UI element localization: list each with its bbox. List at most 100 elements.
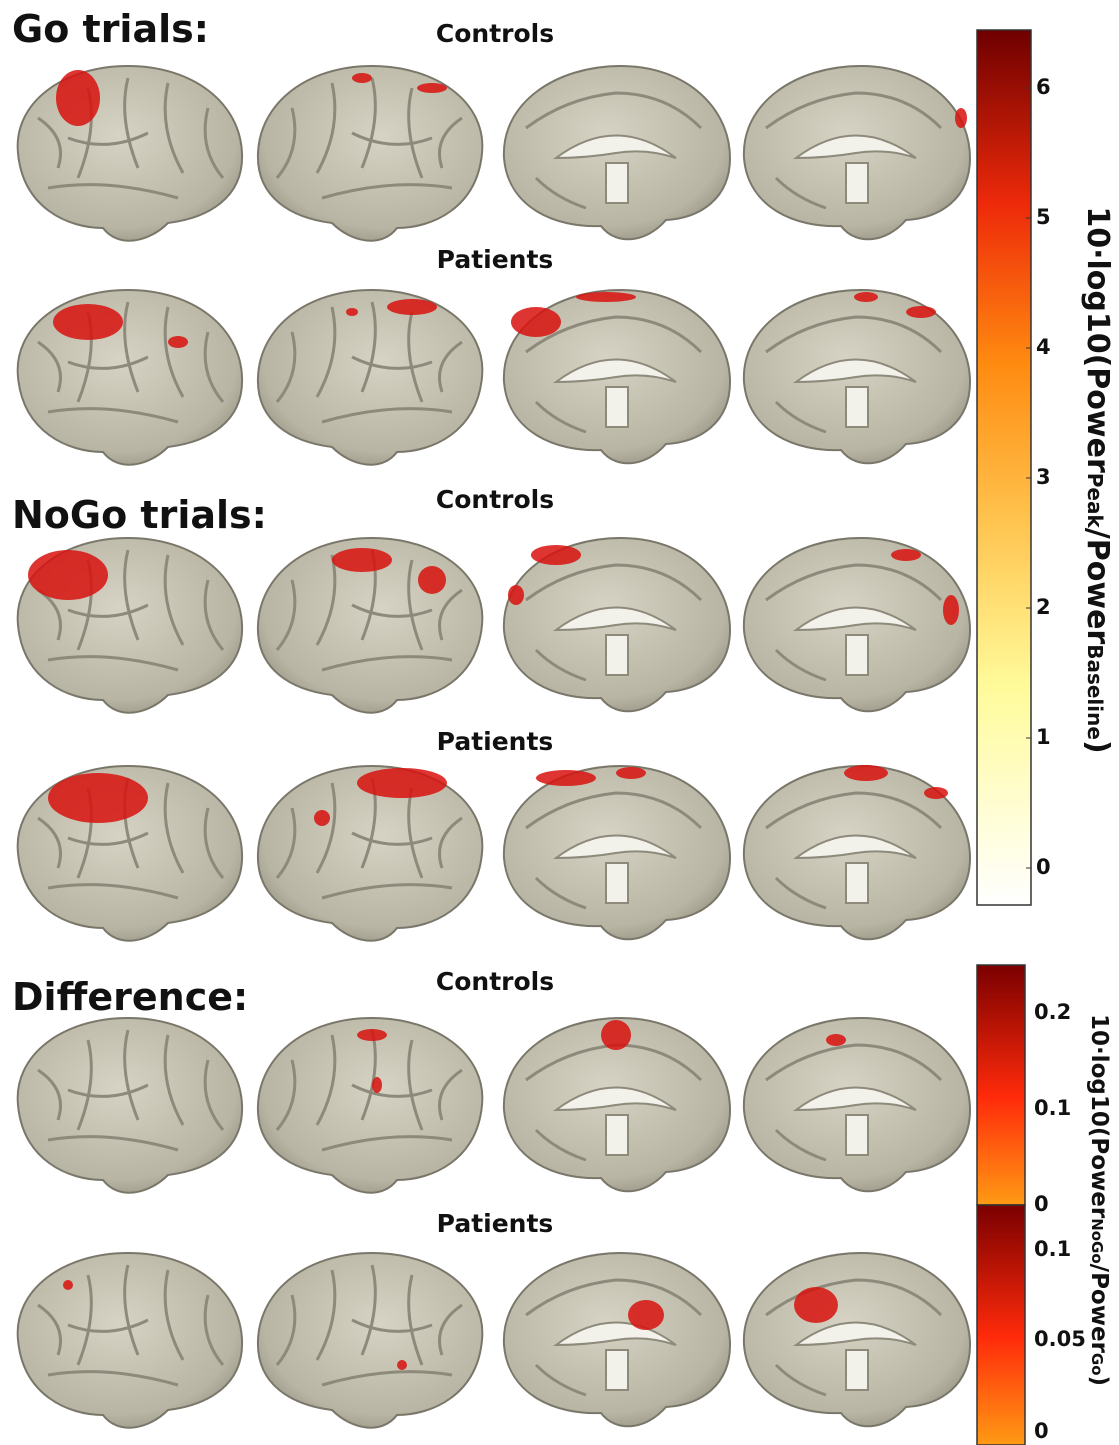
tick-label: 1 — [1036, 725, 1051, 749]
activation — [531, 545, 581, 565]
activation — [794, 1287, 838, 1323]
brain-view — [16, 1251, 244, 1430]
label-part: /Power — [1080, 528, 1115, 645]
group-label: Patients — [437, 1209, 554, 1238]
brain-view — [256, 64, 484, 243]
brain-surface — [502, 764, 732, 941]
colorbar-label: 10·log10(PowerPeak/PowerBaseline) — [1080, 206, 1115, 753]
brain-view — [742, 288, 972, 465]
brain-view — [16, 1016, 244, 1195]
activation — [387, 299, 437, 315]
brain-view — [742, 64, 972, 241]
section-title: Go trials: — [12, 7, 209, 51]
group-label: Controls — [436, 19, 554, 48]
tick-label: 0.1 — [1034, 1096, 1071, 1120]
brain-surface — [16, 288, 244, 467]
brain-surface — [256, 1016, 484, 1195]
activation — [168, 336, 188, 348]
activation — [576, 292, 636, 302]
group-label: Patients — [437, 245, 554, 274]
brain-surface — [502, 1251, 732, 1428]
brain-view — [502, 288, 732, 465]
tick-label: 0.05 — [1034, 1327, 1086, 1351]
brain-view — [16, 288, 244, 467]
brain-view — [502, 1016, 732, 1193]
tick-label: 0.2 — [1034, 1000, 1071, 1024]
brain-surface — [502, 64, 732, 241]
group-label: Controls — [436, 485, 554, 514]
label-part: Baseline — [1083, 644, 1107, 740]
label-part: NoGo — [1088, 1218, 1106, 1263]
brain-view — [502, 536, 732, 713]
label-part: /Power — [1086, 1264, 1112, 1354]
brain-surface — [16, 1016, 244, 1195]
activation — [48, 773, 148, 823]
activation — [511, 307, 561, 337]
activation — [628, 1300, 664, 1330]
activation — [844, 765, 888, 781]
activation — [906, 306, 936, 318]
tick-label: 0 — [1036, 855, 1051, 879]
brain-surface — [256, 288, 484, 467]
colorbar — [976, 1204, 1026, 1445]
brain-surface — [742, 288, 972, 465]
brain-view — [256, 288, 484, 467]
brain-surface — [256, 64, 484, 243]
tick-label: 5 — [1036, 205, 1051, 229]
tick-label: 0 — [1034, 1192, 1049, 1216]
activation — [924, 787, 948, 799]
brain-view — [256, 1016, 484, 1195]
brain-surface — [742, 64, 972, 241]
group-label: Patients — [437, 727, 554, 756]
label-part: 10·log10(Power — [1080, 206, 1115, 473]
brain-view — [16, 536, 244, 715]
activation — [943, 595, 959, 625]
activation — [357, 1029, 387, 1041]
activation — [854, 292, 878, 302]
activation — [56, 70, 100, 126]
activation — [891, 549, 921, 561]
tick-label: 2 — [1036, 595, 1051, 619]
brain-view — [502, 64, 732, 241]
activation — [417, 83, 447, 93]
tick-label: 0.1 — [1034, 1237, 1071, 1261]
brain-view — [742, 764, 972, 941]
activation — [28, 550, 108, 600]
activation — [372, 1077, 382, 1093]
section-title: Difference: — [12, 975, 248, 1019]
tick-label: 3 — [1036, 465, 1051, 489]
activation — [601, 1020, 631, 1050]
label-part: ) — [1080, 740, 1115, 754]
activation — [955, 108, 967, 128]
label-part: ) — [1086, 1376, 1112, 1387]
activation — [332, 548, 392, 572]
tick-label: 6 — [1036, 75, 1051, 99]
brain-view — [256, 764, 484, 943]
activation — [508, 585, 524, 605]
label-part: 10·log10(Power — [1086, 1014, 1112, 1219]
brain-view — [502, 764, 732, 941]
brain-surface — [742, 536, 972, 713]
activation — [397, 1360, 407, 1370]
tick-label: 0 — [1034, 1419, 1049, 1443]
brain-view — [502, 1251, 732, 1428]
brain-view — [256, 536, 484, 715]
colorbar — [976, 29, 1032, 906]
brain-surface — [742, 1251, 972, 1428]
activation — [53, 304, 123, 340]
tick-label: 4 — [1036, 335, 1051, 359]
brain-surface — [16, 64, 244, 243]
brain-view — [256, 1251, 484, 1430]
brain-surface — [256, 1251, 484, 1430]
brain-surface — [16, 1251, 244, 1430]
label-part: Go — [1088, 1353, 1106, 1376]
group-label: Controls — [436, 967, 554, 996]
brain-view — [742, 536, 972, 713]
activation — [63, 1280, 73, 1290]
colorbar-label: 10·log10(PowerNoGo/PowerGo) — [1086, 1014, 1112, 1386]
brain-view — [742, 1016, 972, 1193]
activation — [418, 566, 446, 594]
colorbar — [976, 964, 1026, 1206]
activation — [352, 73, 372, 83]
activation — [536, 770, 596, 786]
